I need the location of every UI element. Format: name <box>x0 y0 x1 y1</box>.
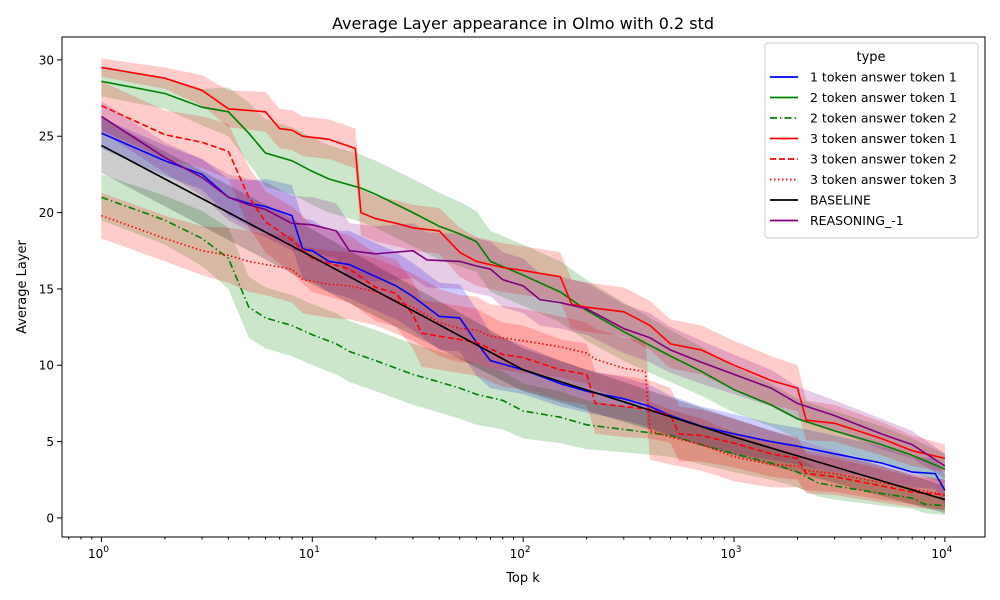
std-band-reasoning-1 <box>101 101 945 479</box>
series-line-2-token-answer-token-2 <box>101 196 945 507</box>
legend-title: type <box>856 50 885 65</box>
legend-item-3-token-answer-token-2: 3 token answer token 2 <box>770 152 957 167</box>
legend: type 1 token answer token 1 2 token answe… <box>764 42 979 239</box>
legend-label: REASONING_-1 <box>810 213 904 228</box>
x-tick-label: 101 <box>299 545 320 561</box>
series-line-baseline <box>101 144 946 501</box>
std-band-3-token-answer-token-2 <box>101 81 945 511</box>
x-tick-label: 104 <box>931 545 952 561</box>
std-band-3-token-answer-token-1 <box>101 58 945 473</box>
y-tick-label: 0 <box>46 511 54 525</box>
legend-item-2-token-answer-token-2: 2 token answer token 2 <box>770 111 957 126</box>
legend-box <box>764 42 979 239</box>
y-axis-label: Average Layer <box>15 239 30 333</box>
series-line-3-token-answer-token-3 <box>101 214 946 496</box>
y-axis: 0 5 10 15 20 25 30 <box>39 53 62 525</box>
y-tick-label: 5 <box>46 435 54 449</box>
x-axis-label: Top k <box>505 571 540 586</box>
x-tick-label: 102 <box>510 545 531 561</box>
legend-label: 1 token answer token 1 <box>810 70 957 85</box>
legend-item-reasoning-1: REASONING_-1 <box>770 213 904 228</box>
x-axis: 100 101 102 103 104 <box>68 537 953 561</box>
y-tick-label: 20 <box>39 206 54 220</box>
series-line-3-token-answer-token-2 <box>101 104 945 496</box>
legend-item-3-token-answer-token-1: 3 token answer token 1 <box>770 131 957 146</box>
chart-title: Average Layer appearance in Olmo with 0.… <box>332 14 714 33</box>
std-band-1-token-answer-token-1 <box>101 117 945 506</box>
x-tick-label: 100 <box>88 545 109 561</box>
series-line-2-token-answer-token-1 <box>101 80 946 470</box>
series-lines <box>100 66 946 507</box>
legend-item-3-token-answer-token-3: 3 token answer token 3 <box>770 172 957 187</box>
legend-label: 2 token answer token 2 <box>810 111 957 126</box>
y-tick-label: 10 <box>39 359 54 373</box>
legend-label: BASELINE <box>810 193 871 208</box>
x-tick-label: 103 <box>721 545 742 561</box>
std-band-3-token-answer-token-3 <box>101 192 945 511</box>
y-tick-label: 15 <box>39 282 54 296</box>
legend-item-1-token-answer-token-1: 1 token answer token 1 <box>770 70 957 85</box>
legend-label: 3 token answer token 3 <box>810 172 957 187</box>
legend-item-baseline: BASELINE <box>770 193 871 208</box>
std-band-2-token-answer-token-2 <box>101 174 945 515</box>
y-tick-label: 25 <box>39 130 54 144</box>
series-line-3-token-answer-token-1 <box>101 66 946 460</box>
series-line-reasoning-1 <box>100 115 946 467</box>
legend-label: 2 token answer token 1 <box>810 90 957 105</box>
legend-label: 3 token answer token 2 <box>810 152 957 167</box>
legend-item-2-token-answer-token-1: 2 token answer token 1 <box>770 90 957 105</box>
legend-label: 3 token answer token 1 <box>810 131 957 146</box>
y-tick-label: 30 <box>39 53 54 67</box>
